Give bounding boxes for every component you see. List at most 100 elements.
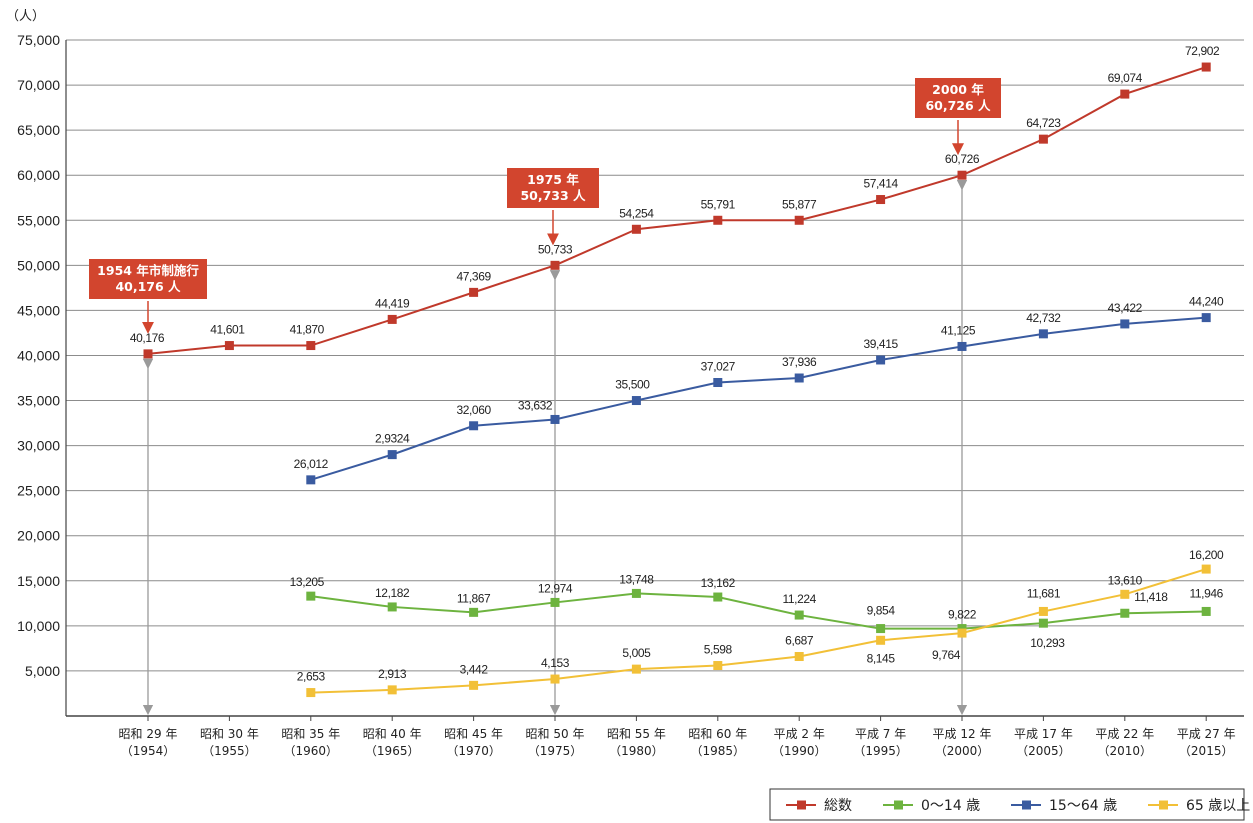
- data-point-marker: [306, 341, 316, 351]
- x-category-year: （1970）: [446, 744, 501, 758]
- data-labels: 40,176 41,601 41,870 44,419 47,369 50,733 54,2…: [130, 44, 1225, 684]
- x-category-labels: 昭和 29 年 （1954） 昭和 30 年 （1955） 昭和 35 年 （1960） 昭…: [119, 727, 1236, 758]
- y-tick-label: 60,000: [17, 167, 60, 183]
- data-label: 40,176: [130, 331, 165, 345]
- data-label: 33,632: [518, 398, 553, 412]
- legend-label: 0～14 歳: [921, 798, 980, 814]
- y-tick-label: 50,000: [17, 257, 60, 273]
- data-label: 2,653: [297, 670, 326, 684]
- y-tick-label: 70,000: [17, 77, 60, 93]
- data-point-marker: [957, 341, 967, 351]
- x-category-era: 昭和 45 年: [444, 727, 503, 741]
- x-category-year: （1990）: [772, 744, 827, 758]
- data-label: 11,418: [1134, 590, 1168, 604]
- series-lines: [143, 62, 1211, 698]
- data-label: 35,500: [615, 378, 650, 392]
- x-category-year: （1980）: [609, 744, 664, 758]
- x-category-era: 平成 22 年: [1095, 727, 1154, 741]
- annotation-callout: 2000 年60,726 人: [915, 78, 1001, 156]
- data-point-marker: [1038, 134, 1048, 144]
- data-label: 12,974: [538, 581, 573, 595]
- x-category-year: （1960）: [284, 744, 339, 758]
- data-label: 37,027: [701, 360, 736, 374]
- data-point-marker: [876, 355, 886, 365]
- data-point-marker: [957, 628, 967, 638]
- data-label: 13,162: [701, 576, 736, 590]
- y-tick-label: 40,000: [17, 347, 60, 363]
- y-tick-label: 5,000: [25, 663, 60, 679]
- data-point-marker: [713, 378, 723, 388]
- series-line-3: [310, 568, 1207, 694]
- annotation-callout: 1975 年50,733 人: [507, 168, 599, 246]
- series-line-2: [310, 316, 1207, 481]
- data-label: 26,012: [294, 457, 329, 471]
- data-label: 44,419: [375, 296, 410, 310]
- x-category-era: 平成 2 年: [774, 727, 825, 741]
- x-category-era: 昭和 60 年: [688, 727, 747, 741]
- data-label: 69,074: [1108, 71, 1143, 85]
- y-tick-label: 55,000: [17, 212, 60, 228]
- x-category-era: 平成 7 年: [855, 727, 906, 741]
- x-category-year: （1954）: [121, 744, 176, 758]
- x-category-era: 昭和 29 年: [119, 727, 178, 741]
- data-point-marker: [713, 661, 723, 671]
- data-point-marker: [306, 688, 316, 698]
- data-point-marker: [224, 341, 234, 351]
- data-point-marker: [469, 421, 479, 431]
- data-point-marker: [957, 624, 967, 634]
- data-point-marker: [550, 597, 560, 607]
- data-label: 9,822: [948, 608, 977, 622]
- data-label: 47,369: [456, 269, 491, 283]
- series-line-0: [147, 66, 1207, 355]
- data-label: 13,205: [290, 575, 325, 589]
- y-tick-label: 30,000: [17, 438, 60, 454]
- data-point-marker: [631, 664, 641, 674]
- x-category-era: 昭和 30 年: [200, 727, 259, 741]
- data-label: 3,442: [460, 662, 489, 676]
- data-label: 32,060: [456, 403, 491, 417]
- data-label: 5,005: [622, 646, 651, 660]
- data-point-marker: [1201, 62, 1211, 72]
- x-category-era: 平成 17 年: [1014, 727, 1073, 741]
- data-label: 2,913: [378, 667, 407, 681]
- x-category-year: （2000）: [935, 744, 990, 758]
- data-point-marker: [469, 680, 479, 690]
- legend-marker: [1159, 800, 1168, 810]
- data-label: 13,610: [1108, 573, 1143, 587]
- data-label: 9,764: [932, 648, 961, 662]
- data-point-marker: [306, 475, 316, 485]
- legend-label: 総数: [824, 798, 852, 814]
- data-label: 11,946: [1189, 586, 1223, 600]
- data-point-marker: [387, 450, 397, 460]
- y-tick-label: 65,000: [17, 122, 60, 138]
- data-point-marker: [713, 592, 723, 602]
- x-category-year: （1975）: [528, 744, 583, 758]
- data-label: 64,723: [1026, 116, 1061, 130]
- data-point-marker: [469, 607, 479, 617]
- data-point-marker: [550, 260, 560, 270]
- data-label: 4,153: [541, 656, 570, 670]
- callout-text: 40,176 人: [115, 279, 181, 294]
- x-category-era: 平成 27 年: [1177, 727, 1236, 741]
- data-point-marker: [306, 591, 316, 601]
- data-point-marker: [387, 314, 397, 324]
- callout-text: 1954 年市制施行: [97, 263, 199, 278]
- data-point-marker: [1120, 319, 1130, 329]
- data-point-marker: [1120, 89, 1130, 99]
- annotation-lines: [142, 179, 968, 716]
- data-label: 41,125: [941, 323, 976, 337]
- callout-box: [915, 78, 1001, 118]
- data-label: 2,9324: [375, 432, 410, 446]
- callout-text: 60,726 人: [925, 98, 991, 113]
- legend: 総数 0～14 歳 15～64 歳 65 歳以上: [769, 788, 1250, 821]
- data-point-marker: [387, 602, 397, 612]
- data-point-marker: [631, 224, 641, 234]
- legend-marker: [894, 800, 903, 810]
- callout-text: 50,733 人: [520, 188, 586, 203]
- gridlines: [66, 39, 1244, 672]
- data-label: 8,145: [867, 651, 896, 665]
- data-point-marker: [1038, 329, 1048, 339]
- y-tick-label: 75,000: [17, 32, 60, 48]
